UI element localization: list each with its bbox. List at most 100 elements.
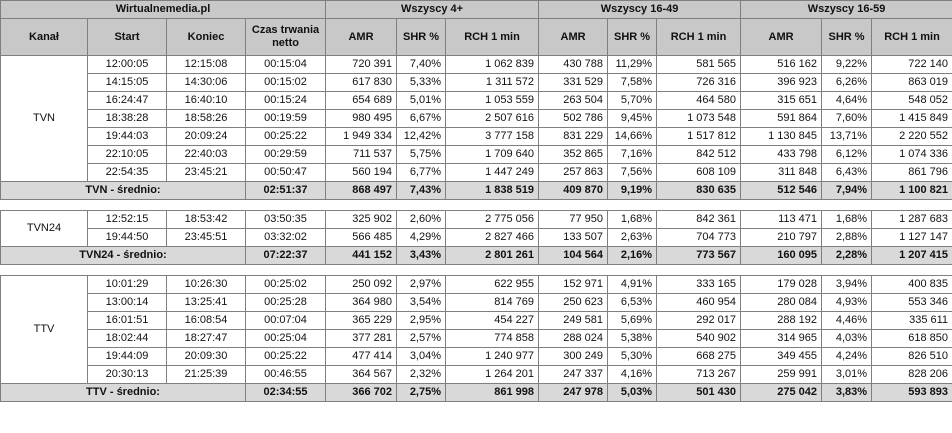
table-cell: 18:27:47 bbox=[166, 329, 246, 348]
table-cell: 1 130 845 bbox=[740, 127, 823, 146]
average-cell: 830 635 bbox=[656, 181, 742, 200]
average-cell: 409 870 bbox=[538, 181, 609, 200]
average-cell: 773 567 bbox=[656, 246, 742, 265]
table-cell: 288 192 bbox=[740, 311, 823, 330]
average-cell: 104 564 bbox=[538, 246, 609, 265]
table-cell: 7,60% bbox=[821, 109, 873, 128]
table-cell: 5,30% bbox=[607, 347, 658, 366]
table-cell: 210 797 bbox=[740, 228, 823, 247]
table-cell: 2,57% bbox=[396, 329, 447, 348]
table-cell: 249 581 bbox=[538, 311, 609, 330]
table-cell: 668 275 bbox=[656, 347, 742, 366]
table-cell: 1 415 849 bbox=[871, 109, 952, 128]
table-cell: 00:15:02 bbox=[244, 73, 327, 92]
table-cell: 19:44:03 bbox=[87, 127, 167, 146]
table-cell: 5,75% bbox=[396, 145, 447, 164]
table-row: 22:10:05 22:40:03 00:29:59 711 537 5,75% 1 70… bbox=[1, 145, 952, 164]
table-cell: 22:54:35 bbox=[87, 163, 167, 182]
table-cell: 477 414 bbox=[325, 347, 398, 366]
table-cell: 364 980 bbox=[325, 293, 398, 312]
table-cell: 333 165 bbox=[656, 275, 742, 294]
table-cell: 16:08:54 bbox=[166, 311, 246, 330]
table-cell: 00:25:04 bbox=[244, 329, 327, 348]
table-cell: 335 611 bbox=[871, 311, 952, 330]
table-cell: 325 902 bbox=[325, 210, 398, 229]
table-cell: 03:32:02 bbox=[244, 228, 327, 247]
table-cell: 7,58% bbox=[607, 73, 658, 92]
average-cell: 868 497 bbox=[325, 181, 398, 200]
table-cell: 6,77% bbox=[396, 163, 447, 182]
table-cell: 19:44:50 bbox=[87, 228, 167, 247]
average-cell: 02:34:55 bbox=[244, 383, 327, 402]
table-row: 18:02:44 18:27:47 00:25:04 377 281 2,57% 774 … bbox=[1, 329, 952, 348]
table-cell: 00:15:24 bbox=[244, 91, 327, 110]
col-header-shr: SHR % bbox=[821, 18, 873, 56]
average-label: TTV - średnio: bbox=[0, 383, 246, 402]
table-cell: 22:10:05 bbox=[87, 145, 167, 164]
table-cell: 4,93% bbox=[821, 293, 873, 312]
table-cell: 2,63% bbox=[607, 228, 658, 247]
table-cell: 10:01:29 bbox=[87, 275, 167, 294]
table-cell: 5,33% bbox=[396, 73, 447, 92]
table-cell: 4,24% bbox=[821, 347, 873, 366]
average-cell: 1 838 519 bbox=[445, 181, 540, 200]
table-cell: 1 127 147 bbox=[871, 228, 952, 247]
table-cell: 617 830 bbox=[325, 73, 398, 92]
table-cell: 861 796 bbox=[871, 163, 952, 182]
average-cell: 2,75% bbox=[396, 383, 447, 402]
table-cell: 980 495 bbox=[325, 109, 398, 128]
table-cell: 1 074 336 bbox=[871, 145, 952, 164]
table-cell: 18:02:44 bbox=[87, 329, 167, 348]
table-cell: 5,70% bbox=[607, 91, 658, 110]
table-cell: 00:25:28 bbox=[244, 293, 327, 312]
table-row: 19:44:03 20:09:24 00:25:22 1 949 334 12,42% 3… bbox=[1, 127, 952, 146]
table-cell: 4,91% bbox=[607, 275, 658, 294]
table-cell: 1 062 839 bbox=[445, 55, 540, 74]
table-cell: 842 512 bbox=[656, 145, 742, 164]
table-cell: 1 311 572 bbox=[445, 73, 540, 92]
table-cell: 12,42% bbox=[396, 127, 447, 146]
table-cell: 18:58:26 bbox=[166, 109, 246, 128]
average-cell: 7,43% bbox=[396, 181, 447, 200]
table-cell: 16:24:47 bbox=[87, 91, 167, 110]
table-cell: 9,22% bbox=[821, 55, 873, 74]
table-cell: 00:19:59 bbox=[244, 109, 327, 128]
table-body: TVN 12:00:05 12:15:08 00:15:04 720 391 7,40% 1… bbox=[0, 55, 952, 402]
table-cell: 548 052 bbox=[871, 91, 952, 110]
table-cell: 19:44:09 bbox=[87, 347, 167, 366]
table-cell: 280 084 bbox=[740, 293, 823, 312]
table-cell: 349 455 bbox=[740, 347, 823, 366]
col-header-amr: AMR bbox=[325, 18, 398, 56]
col-header-amr: AMR bbox=[740, 18, 823, 56]
table-cell: 1 264 201 bbox=[445, 365, 540, 384]
table-cell: 540 902 bbox=[656, 329, 742, 348]
table-cell: 1 949 334 bbox=[325, 127, 398, 146]
table-cell: 20:09:24 bbox=[166, 127, 246, 146]
table-cell: 377 281 bbox=[325, 329, 398, 348]
table-cell: 1 447 249 bbox=[445, 163, 540, 182]
table-cell: 1 287 683 bbox=[871, 210, 952, 229]
table-cell: 722 140 bbox=[871, 55, 952, 74]
table-cell: 7,56% bbox=[607, 163, 658, 182]
table-cell: 2 220 552 bbox=[871, 127, 952, 146]
table-cell: 430 788 bbox=[538, 55, 609, 74]
table-cell: 20:09:30 bbox=[166, 347, 246, 366]
table-cell: 726 316 bbox=[656, 73, 742, 92]
table-cell: 365 229 bbox=[325, 311, 398, 330]
average-cell: 1 207 415 bbox=[871, 246, 952, 265]
channel-name: TVN bbox=[0, 55, 88, 182]
col-header-shr: SHR % bbox=[607, 18, 658, 56]
table-cell: 152 971 bbox=[538, 275, 609, 294]
table-cell: 2,60% bbox=[396, 210, 447, 229]
average-cell: 160 095 bbox=[740, 246, 823, 265]
table-cell: 18:38:28 bbox=[87, 109, 167, 128]
table-cell: 00:25:22 bbox=[244, 127, 327, 146]
table-cell: 288 024 bbox=[538, 329, 609, 348]
table-cell: 591 864 bbox=[740, 109, 823, 128]
table-cell: 454 227 bbox=[445, 311, 540, 330]
table-cell: 179 028 bbox=[740, 275, 823, 294]
table-cell: 5,01% bbox=[396, 91, 447, 110]
col-header-start: Start bbox=[87, 18, 167, 56]
table-cell: 1 073 548 bbox=[656, 109, 742, 128]
table-cell: 863 019 bbox=[871, 73, 952, 92]
